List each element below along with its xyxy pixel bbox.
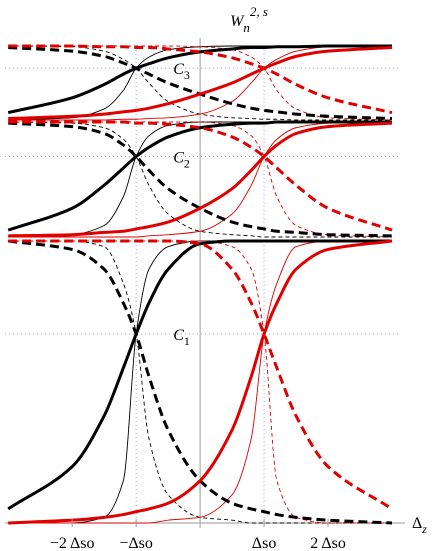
panel-label-main: C: [173, 327, 184, 344]
curve: [8, 121, 393, 238]
curve: [7, 239, 392, 511]
curve: [7, 120, 392, 232]
curve: [8, 240, 392, 524]
panel-label-main: C: [173, 150, 184, 167]
curve: [8, 240, 392, 524]
panel-label-sub: 2: [184, 157, 190, 171]
panel-label-sub: 3: [184, 68, 190, 82]
panel-label-main: C: [173, 61, 184, 78]
curve: [8, 44, 393, 115]
x-tick-label: −Δso: [119, 535, 153, 551]
curve: [8, 121, 393, 238]
x-axis-label: Δz: [412, 515, 427, 536]
panel-label: C1: [173, 327, 190, 348]
curve: [8, 120, 393, 232]
x-tick-label: −2 Δso: [50, 535, 95, 551]
x-tick-label: 2 Δso: [310, 535, 346, 551]
curve: [8, 45, 393, 121]
panel-label: C2: [173, 150, 190, 171]
y-axis-label-sup: 2, s: [250, 4, 268, 19]
curve: [8, 239, 393, 511]
curve: [8, 239, 393, 525]
x-tick-label: Δso: [252, 535, 277, 551]
x-axis-label-main: Δ: [412, 515, 422, 532]
y-axis-label-sub: n: [243, 20, 250, 35]
curve: [7, 44, 392, 115]
y-axis-label: Wn2, s: [230, 4, 268, 35]
curve: [8, 45, 393, 121]
panel-label-sub: 1: [184, 334, 190, 348]
panel-label: C3: [173, 61, 190, 82]
curve: [8, 121, 393, 238]
y-axis-label-main: W: [230, 13, 245, 30]
x-axis-label-sub: z: [421, 522, 427, 536]
